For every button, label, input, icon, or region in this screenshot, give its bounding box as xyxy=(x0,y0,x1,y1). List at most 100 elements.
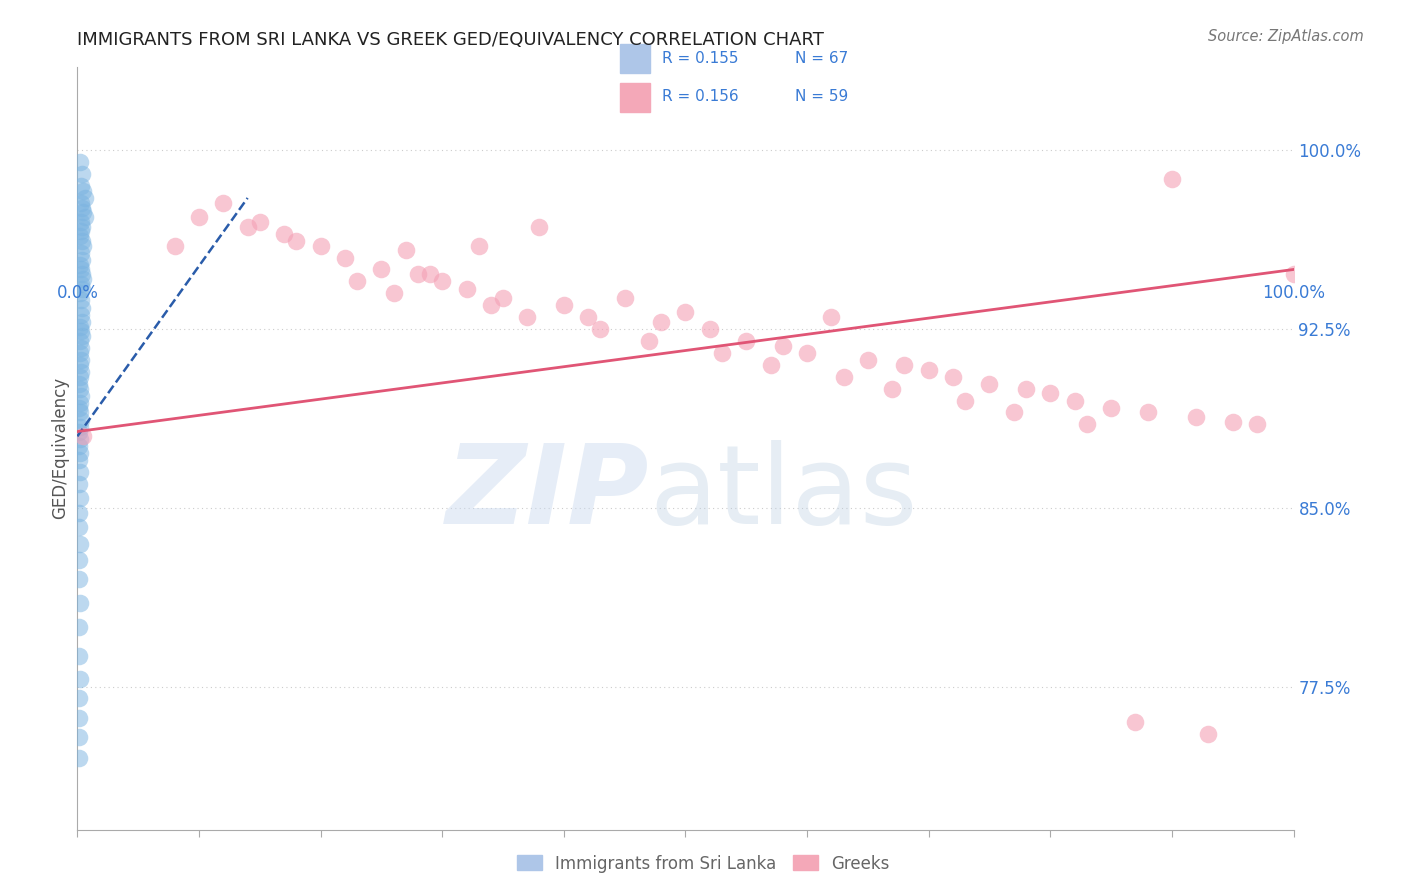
Point xyxy=(70,277,93,291)
Point xyxy=(772,339,794,353)
Point xyxy=(456,281,478,295)
Point xyxy=(67,691,90,706)
Point xyxy=(699,322,721,336)
Point xyxy=(492,291,515,305)
Point xyxy=(69,596,91,610)
Point xyxy=(69,286,91,301)
Point xyxy=(69,396,91,410)
Y-axis label: GED/Equivalency: GED/Equivalency xyxy=(51,377,69,519)
Point xyxy=(70,262,93,277)
Text: R = 0.155: R = 0.155 xyxy=(662,51,738,66)
Text: 100.0%: 100.0% xyxy=(1263,285,1324,302)
Point xyxy=(70,201,93,215)
Point xyxy=(163,238,186,252)
Text: Source: ZipAtlas.com: Source: ZipAtlas.com xyxy=(1208,29,1364,44)
Point xyxy=(70,167,93,181)
Point xyxy=(796,346,818,360)
Point xyxy=(67,506,90,520)
Text: ZIP: ZIP xyxy=(446,441,650,548)
FancyBboxPatch shape xyxy=(620,83,650,112)
Point xyxy=(918,362,941,376)
Point xyxy=(69,419,91,434)
Point xyxy=(73,210,96,224)
Point xyxy=(346,274,368,288)
Point xyxy=(70,301,93,315)
Point xyxy=(70,365,93,379)
Point xyxy=(70,245,93,260)
Point xyxy=(67,553,90,567)
Point xyxy=(979,376,1001,391)
Point xyxy=(832,369,855,384)
Point xyxy=(69,382,91,396)
Point xyxy=(70,215,93,229)
Point xyxy=(529,219,551,234)
Point xyxy=(69,155,91,169)
Point xyxy=(1282,267,1305,281)
Point xyxy=(1039,386,1062,401)
Point xyxy=(70,315,93,329)
Point xyxy=(69,465,91,479)
Point xyxy=(1136,405,1159,419)
Point xyxy=(1063,393,1085,408)
Point xyxy=(1125,715,1147,730)
Point xyxy=(1185,410,1208,425)
Point xyxy=(710,346,733,360)
Point xyxy=(576,310,599,325)
Text: N = 59: N = 59 xyxy=(794,89,848,104)
Point xyxy=(1076,417,1098,432)
Point xyxy=(273,227,295,241)
Point xyxy=(72,205,94,219)
Point xyxy=(249,215,271,229)
Point xyxy=(70,293,93,308)
Text: IMMIGRANTS FROM SRI LANKA VS GREEK GED/EQUIVALENCY CORRELATION CHART: IMMIGRANTS FROM SRI LANKA VS GREEK GED/E… xyxy=(77,31,824,49)
Point xyxy=(67,710,90,724)
Point xyxy=(589,322,612,336)
Point xyxy=(70,308,93,322)
Point xyxy=(820,310,842,325)
Point xyxy=(553,298,575,312)
Point xyxy=(69,673,91,687)
Point xyxy=(70,224,93,238)
Point xyxy=(69,334,91,348)
Point xyxy=(942,369,965,384)
Point xyxy=(72,238,94,252)
Point xyxy=(70,353,93,368)
Point xyxy=(67,648,90,663)
Point xyxy=(1099,401,1122,415)
Text: N = 67: N = 67 xyxy=(794,51,848,66)
Point xyxy=(70,329,93,343)
Point xyxy=(69,446,91,460)
Point xyxy=(70,219,93,234)
Point xyxy=(70,234,93,248)
Point xyxy=(893,358,915,372)
Point xyxy=(638,334,661,348)
Point xyxy=(479,298,502,312)
Point xyxy=(72,272,94,286)
Point xyxy=(188,210,211,224)
Point xyxy=(333,251,356,265)
Point xyxy=(953,393,976,408)
Point xyxy=(650,315,672,329)
Point xyxy=(69,536,91,550)
Point xyxy=(1246,417,1268,432)
Point xyxy=(72,184,94,198)
Point xyxy=(1197,727,1219,741)
Point xyxy=(69,358,91,372)
Point xyxy=(236,219,259,234)
Point xyxy=(67,572,90,586)
Point xyxy=(467,238,489,252)
Point xyxy=(285,234,308,248)
FancyBboxPatch shape xyxy=(620,44,650,73)
Point xyxy=(67,439,90,453)
Point xyxy=(69,346,91,360)
Point xyxy=(759,358,782,372)
Point xyxy=(73,191,96,205)
Point xyxy=(69,319,91,334)
Point xyxy=(70,252,93,267)
Point xyxy=(67,620,90,634)
Point xyxy=(67,453,90,467)
Point xyxy=(67,751,90,765)
Point xyxy=(69,432,91,446)
Point xyxy=(1015,382,1038,396)
Point xyxy=(70,412,93,426)
